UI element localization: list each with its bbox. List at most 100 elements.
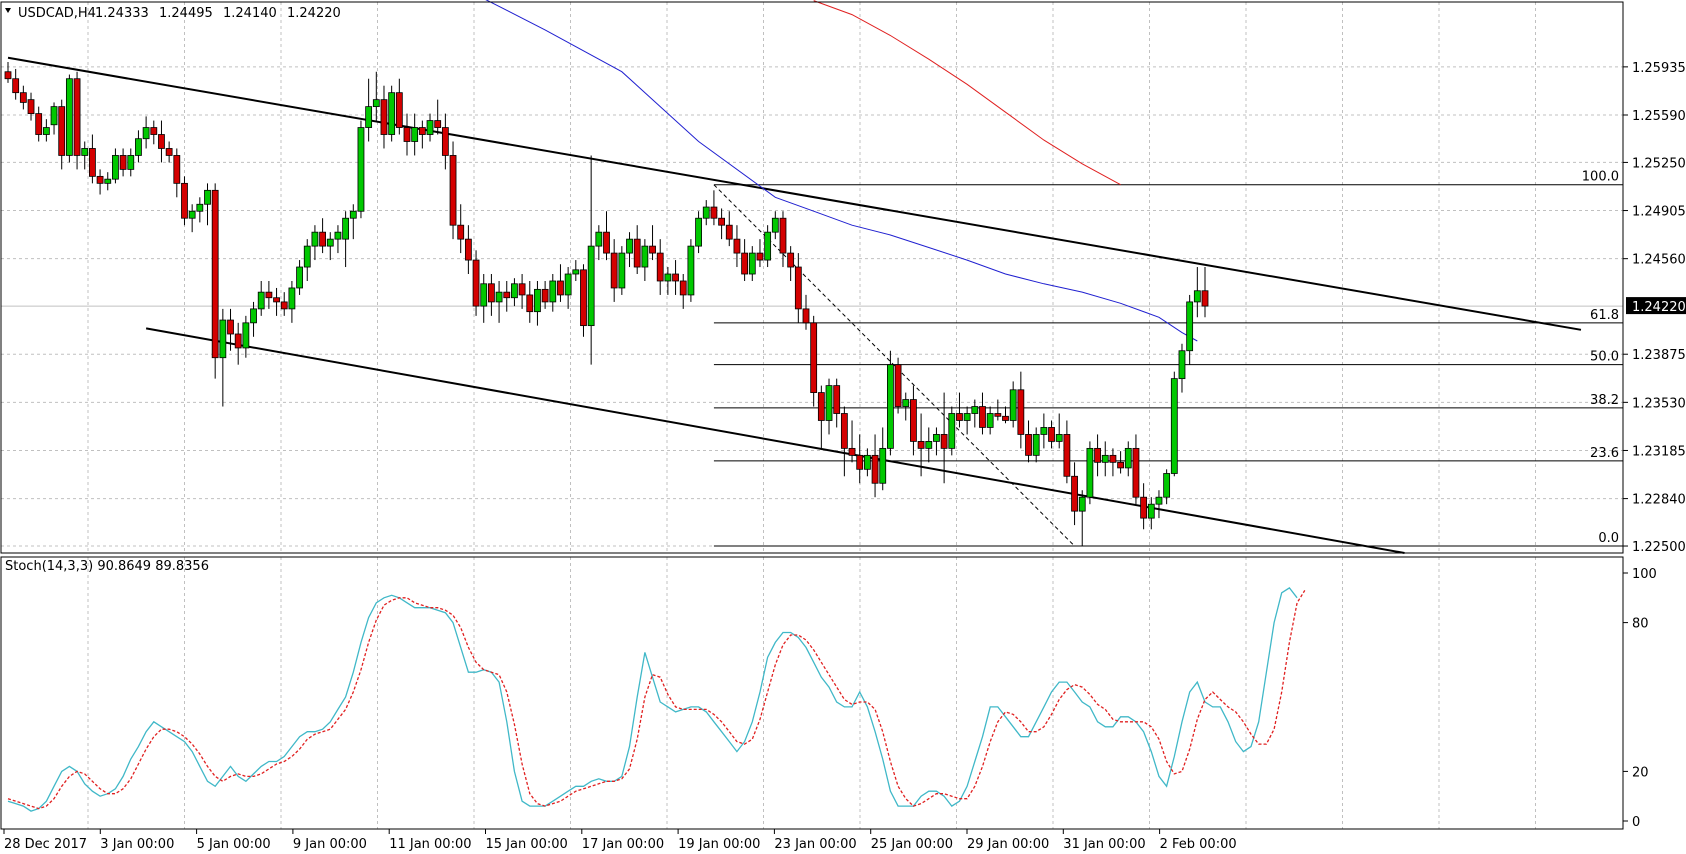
candle-bull: [687, 245, 695, 296]
candle-bear: [1048, 427, 1055, 442]
ohlc-close: 1.24220: [287, 6, 341, 21]
price-tick-label: 1.23530: [1632, 396, 1686, 411]
fibonacci-level-label: 100.0: [1582, 170, 1619, 185]
candle-bear: [273, 297, 280, 303]
candle-bear: [119, 155, 127, 170]
time-tick-label: 15 Jan 00:00: [486, 837, 568, 852]
candle-bull: [135, 138, 142, 156]
candle-bear: [234, 333, 242, 349]
candle-bull: [42, 127, 50, 135]
time-tick-label: 25 Jan 00:00: [871, 837, 953, 852]
ohlc-open: 1.24333: [95, 6, 149, 21]
candle-bear: [794, 266, 802, 310]
candle-bull: [188, 210, 196, 219]
candle-bear: [656, 252, 664, 282]
candle-bull: [50, 106, 58, 126]
candle-bear: [73, 78, 81, 156]
candle-bull: [572, 269, 580, 275]
stoch-panel-title: Stoch(14,3,3) 90.8649 89.8356: [5, 559, 209, 574]
candle-bull: [933, 434, 940, 442]
candle-bear: [1117, 461, 1124, 469]
candle-bear: [649, 245, 656, 254]
candle-bear: [449, 155, 457, 226]
candle-bull: [1186, 301, 1194, 352]
candle-bear: [58, 106, 66, 156]
candle-bear: [96, 175, 104, 184]
candle-bear: [894, 364, 902, 407]
candle-bull: [825, 385, 833, 421]
candle-bear: [518, 283, 526, 296]
price-tick-label: 1.25250: [1632, 156, 1686, 171]
price-tick-label: 1.22500: [1632, 540, 1686, 555]
candle-bear: [956, 413, 963, 421]
candle-bear: [787, 252, 795, 268]
channel-trendline: [7, 56, 1582, 331]
candle-bear: [672, 273, 679, 282]
stoch-tick-label: 0: [1632, 815, 1640, 830]
candle-bear: [917, 441, 925, 449]
fibonacci-swing-line: [713, 184, 1075, 547]
time-tick-label: 31 Jan 00:00: [1063, 837, 1145, 852]
candle-bull: [112, 155, 119, 180]
candle-bear: [856, 454, 864, 470]
candle-bear: [89, 148, 96, 177]
candle-bull: [748, 252, 756, 275]
candle-bull: [948, 413, 956, 449]
candle-bear: [165, 148, 173, 156]
price-tick-label: 1.24560: [1632, 253, 1686, 268]
moving-average-slow-line: [813, 0, 1121, 186]
fibonacci-level-label: 0.0: [1598, 531, 1619, 546]
candle-bear: [19, 92, 27, 103]
ohlc-low: 1.24140: [223, 6, 277, 21]
candle-bull: [1055, 434, 1063, 442]
candle-bear: [1109, 454, 1117, 463]
time-tick-label: 28 Dec 2017: [4, 837, 87, 852]
candle-bear: [434, 120, 442, 128]
stochastic-panel-layer: [7, 587, 1306, 812]
candle-bull: [288, 287, 296, 310]
candle-bull: [549, 280, 557, 303]
candle-bear: [1140, 496, 1148, 519]
candle-bull: [1009, 389, 1017, 421]
price-tick-label: 1.24905: [1632, 205, 1686, 220]
candle-bull: [242, 322, 250, 349]
candle-bull: [1078, 496, 1086, 512]
stoch-main-line: [7, 587, 1298, 812]
candle-bull: [771, 217, 779, 233]
candle-bull: [1155, 496, 1163, 505]
time-tick-label: 17 Jan 00:00: [582, 837, 664, 852]
candle-bull: [65, 78, 73, 156]
candle-bear: [603, 231, 610, 254]
main-chart-title: USDCAD,H4: [18, 6, 96, 21]
candle-bear: [557, 280, 564, 296]
candle-bear: [173, 155, 181, 184]
candle-bear: [810, 322, 818, 393]
candle-bear: [395, 92, 403, 128]
candle-bear: [833, 385, 841, 414]
time-tick-label: 23 Jan 00:00: [774, 837, 856, 852]
candle-bear: [1063, 434, 1071, 477]
candle-bull: [495, 291, 503, 303]
candle-bull: [587, 245, 595, 327]
candle-bear: [158, 134, 165, 149]
current-price-tag: [1626, 297, 1686, 315]
candle-bull: [334, 231, 342, 240]
candle-bear: [1201, 290, 1209, 307]
candle-bear: [418, 127, 426, 135]
candle-bull: [204, 189, 211, 205]
candle-bull: [196, 203, 204, 212]
candle-bull: [1101, 454, 1109, 463]
candle-bull: [1147, 503, 1155, 519]
candle-bull: [626, 238, 633, 254]
candle-bear: [503, 291, 511, 299]
candle-bear: [27, 99, 35, 114]
candle-bull: [357, 127, 365, 212]
candle-bear: [12, 78, 20, 94]
candle-bear: [910, 399, 917, 442]
candle-bull: [388, 92, 396, 135]
time-tick-label: 3 Jan 00:00: [100, 837, 174, 852]
stoch-plot-frame: [0, 556, 1624, 830]
collapse-triangle-icon[interactable]: [5, 8, 11, 13]
candle-bull: [618, 252, 626, 289]
